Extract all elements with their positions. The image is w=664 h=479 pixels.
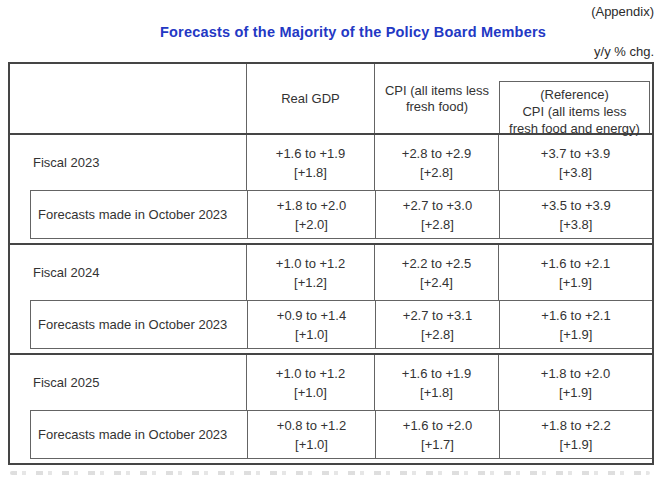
forecast-range: +1.6 to +1.9 [276, 144, 345, 163]
table-header-row: Real GDP CPI (all items less fresh food)… [10, 64, 652, 135]
forecast-range: +0.9 to +1.4 [277, 306, 346, 325]
header-cell-cpi: CPI (all items less fresh food) [375, 64, 499, 133]
reference-cell: +3.5 to +3.9 [+3.8] [500, 191, 652, 238]
cpi-cell: +1.6 to +1.9 [+1.8] [375, 355, 499, 410]
real-gdp-cell: +0.8 to +1.2 [+1.0] [248, 411, 376, 458]
header-cell-real-gdp: Real GDP [247, 64, 375, 133]
forecast-median: [+1.9] [559, 273, 592, 292]
forecast-median: [+1.0] [295, 435, 328, 454]
forecast-median: [+1.9] [560, 325, 593, 344]
forecast-median: [+1.9] [560, 435, 593, 454]
cpi-cell: +2.2 to +2.5 [+2.4] [375, 245, 499, 300]
table-row: Fiscal 2025 +1.0 to +1.2 [+1.0] +1.6 to … [10, 355, 652, 410]
forecast-range: +2.7 to +3.0 [403, 196, 472, 215]
group-fiscal-2024: Fiscal 2024 +1.0 to +1.2 [+1.2] +2.2 to … [10, 245, 652, 355]
forecast-median: [+3.8] [560, 215, 593, 234]
cpi-cell: +1.6 to +2.0 [+1.7] [376, 411, 500, 458]
header-ref-line2: CPI (all items less [522, 103, 626, 120]
table-row: Fiscal 2023 +1.6 to +1.9 [+1.8] +2.8 to … [10, 135, 652, 190]
cpi-cell: +2.7 to +3.0 [+2.8] [376, 191, 500, 238]
reference-cell: +1.6 to +2.1 [+1.9] [500, 301, 652, 348]
real-gdp-cell: +1.6 to +1.9 [+1.8] [247, 135, 375, 190]
forecast-median: [+2.4] [420, 273, 453, 292]
row-label: Fiscal 2023 [10, 135, 247, 190]
reference-cell: +1.6 to +2.1 [+1.9] [499, 245, 652, 300]
forecast-median: [+1.8] [420, 383, 453, 402]
header-cpi-line2: fresh food) [406, 99, 468, 114]
forecast-median: [+1.2] [294, 273, 327, 292]
forecast-range: +0.8 to +1.2 [277, 416, 346, 435]
row-label: Fiscal 2024 [10, 245, 247, 300]
forecast-range: +3.5 to +3.9 [541, 196, 610, 215]
reference-cell: +1.8 to +2.2 [+1.9] [500, 411, 652, 458]
cpi-cell: +2.8 to +2.9 [+2.8] [375, 135, 499, 190]
header-cpi-line1: CPI (all items less [385, 83, 489, 98]
header-ref-line1: (Reference) [540, 86, 609, 103]
document-page: (Appendix) Forecasts of the Majority of … [0, 0, 664, 479]
forecast-range: +1.6 to +2.1 [541, 306, 610, 325]
real-gdp-cell: +1.0 to +1.2 [+1.0] [247, 355, 375, 410]
forecast-range: +2.7 to +3.1 [403, 306, 472, 325]
forecast-median: [+1.0] [295, 325, 328, 344]
forecast-median: [+1.0] [294, 383, 327, 402]
table-row-october: Forecasts made in October 2023 +0.8 to +… [30, 410, 652, 459]
unit-note: y/y % chg. [594, 44, 654, 59]
reference-inset-box: (Reference) CPI (all items less fresh fo… [499, 81, 650, 133]
real-gdp-cell: +0.9 to +1.4 [+1.0] [248, 301, 376, 348]
row-label: Forecasts made in October 2023 [31, 411, 248, 458]
page-title: Forecasts of the Majority of the Policy … [0, 24, 664, 40]
forecast-median: [+2.0] [295, 215, 328, 234]
cpi-cell: +2.7 to +3.1 [+2.8] [376, 301, 500, 348]
forecast-median: [+2.8] [421, 215, 454, 234]
forecast-median: [+1.7] [421, 435, 454, 454]
header-cell-reference: (Reference) CPI (all items less fresh fo… [499, 64, 652, 133]
table-row-october: Forecasts made in October 2023 +1.8 to +… [30, 190, 652, 239]
reference-cell: +3.7 to +3.9 [+3.8] [499, 135, 652, 190]
forecast-median: [+1.8] [294, 163, 327, 182]
forecast-range: +2.8 to +2.9 [402, 144, 471, 163]
header-cpi-text: CPI (all items less fresh food) [385, 83, 489, 115]
row-label: Forecasts made in October 2023 [31, 301, 248, 348]
row-label: Forecasts made in October 2023 [31, 191, 248, 238]
forecast-range: +2.2 to +2.5 [402, 254, 471, 273]
group-fiscal-2023: Fiscal 2023 +1.6 to +1.9 [+1.8] +2.8 to … [10, 135, 652, 245]
table-row-october: Forecasts made in October 2023 +0.9 to +… [30, 300, 652, 349]
forecast-range: +1.6 to +2.0 [403, 416, 472, 435]
forecast-range: +1.0 to +1.2 [276, 364, 345, 383]
forecast-range: +1.8 to +2.0 [541, 364, 610, 383]
header-ref-line3: fresh food and energy) [509, 120, 640, 137]
forecast-range: +1.8 to +2.2 [541, 416, 610, 435]
row-label: Fiscal 2025 [10, 355, 247, 410]
reference-cell: +1.8 to +2.0 [+1.9] [499, 355, 652, 410]
forecast-range: +1.6 to +1.9 [402, 364, 471, 383]
real-gdp-cell: +1.8 to +2.0 [+2.0] [248, 191, 376, 238]
forecast-range: +1.0 to +1.2 [276, 254, 345, 273]
forecast-range: +1.6 to +2.1 [541, 254, 610, 273]
table-row: Fiscal 2024 +1.0 to +1.2 [+1.2] +2.2 to … [10, 245, 652, 300]
forecast-range: +3.7 to +3.9 [541, 144, 610, 163]
real-gdp-cell: +1.0 to +1.2 [+1.2] [247, 245, 375, 300]
forecast-range: +1.8 to +2.0 [277, 196, 346, 215]
appendix-tag: (Appendix) [591, 4, 654, 19]
forecast-median: [+3.8] [559, 163, 592, 182]
forecast-table: Real GDP CPI (all items less fresh food)… [8, 62, 654, 465]
header-cell-blank [10, 64, 247, 133]
forecast-median: [+2.8] [421, 325, 454, 344]
cutoff-text-fragment [10, 471, 650, 475]
forecast-median: [+2.8] [420, 163, 453, 182]
group-fiscal-2025: Fiscal 2025 +1.0 to +1.2 [+1.0] +1.6 to … [10, 355, 652, 459]
forecast-median: [+1.9] [559, 383, 592, 402]
